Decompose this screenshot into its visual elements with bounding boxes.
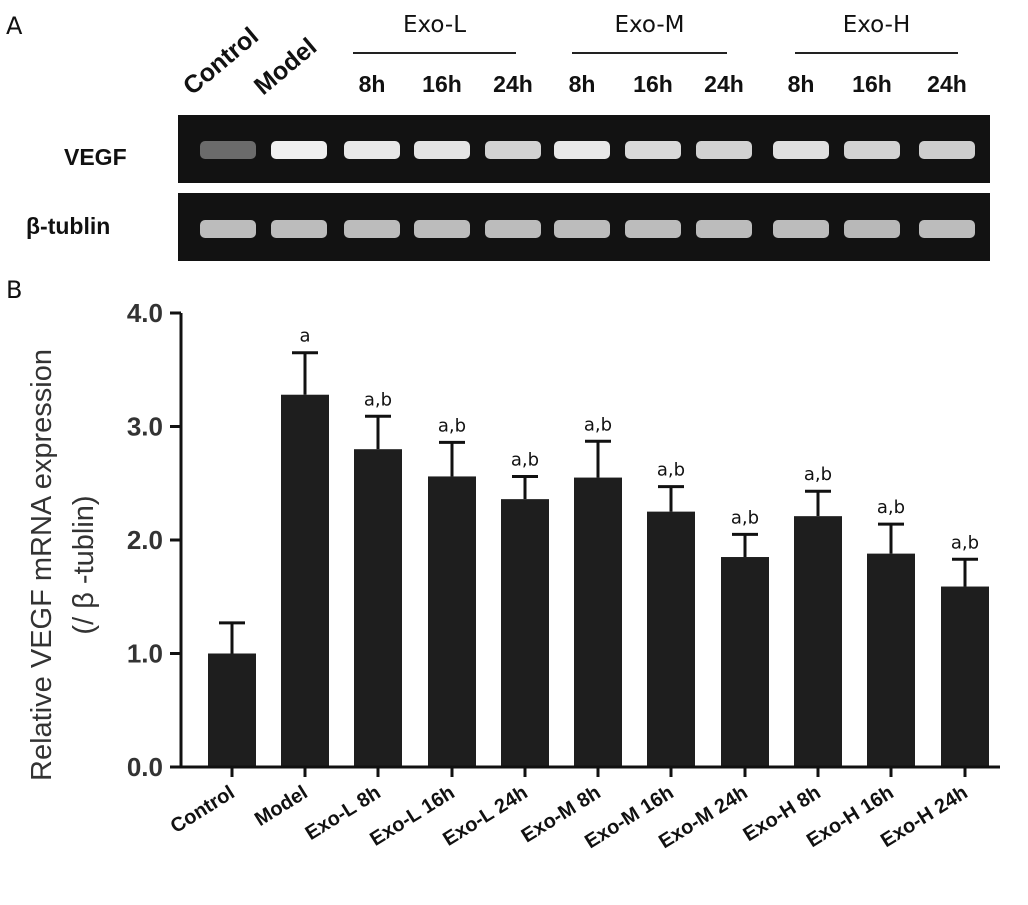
band-tubulin-6 xyxy=(625,220,681,238)
bar-6 xyxy=(647,511,695,767)
bars: a a,b a,b a,b a,b a,b a,b a,b a,b a,b xyxy=(208,326,989,767)
band-tubulin-4 xyxy=(485,220,541,238)
significance-label-5: a,b xyxy=(584,414,612,435)
group-label-2: Exo-H xyxy=(843,12,911,38)
band-tubulin-9 xyxy=(844,220,900,238)
significance-label-3: a,b xyxy=(438,415,466,436)
group-label-0: Exo-L xyxy=(403,12,466,38)
significance-label-10: a,b xyxy=(951,532,979,553)
lane-label-8: 8h xyxy=(788,71,815,97)
bar-3 xyxy=(428,476,476,767)
band-vegf-0 xyxy=(200,141,256,159)
lane-label-9: 16h xyxy=(852,71,892,97)
band-vegf-4 xyxy=(485,141,541,159)
y-axis-title-line1: Relative VEGF mRNA expression xyxy=(26,349,58,781)
band-vegf-10 xyxy=(919,141,975,159)
band-vegf-9 xyxy=(844,141,900,159)
lane-label-5: 8h xyxy=(569,71,596,97)
group-label-1: Exo-M xyxy=(614,12,684,38)
band-tubulin-3 xyxy=(414,220,470,238)
bar-4 xyxy=(501,499,549,767)
blot-bands xyxy=(200,141,975,238)
significance-label-8: a,b xyxy=(804,464,832,485)
significance-label-2: a,b xyxy=(364,389,392,410)
lane-label-0: Control xyxy=(178,22,264,101)
blot-row-label-tubulin: β-tublin xyxy=(26,213,110,239)
y-tick-label-3: 3.0 xyxy=(127,412,163,442)
band-tubulin-8 xyxy=(773,220,829,238)
bar-9 xyxy=(867,553,915,767)
panel-a-letter: A xyxy=(6,12,23,40)
band-vegf-5 xyxy=(554,141,610,159)
band-vegf-3 xyxy=(414,141,470,159)
y-axis: 0.0 1.0 2.0 3.0 4.0 xyxy=(127,298,183,782)
significance-label-6: a,b xyxy=(657,460,685,481)
y-tick-label-4: 4.0 xyxy=(127,298,163,328)
lane-label-4: 24h xyxy=(493,71,533,97)
y-tick-label-0: 0.0 xyxy=(127,752,163,782)
panel-b-letter: B xyxy=(6,276,22,304)
significance-label-1: a xyxy=(299,326,310,347)
blot-row-label-vegf: VEGF xyxy=(64,144,127,170)
lane-label-10: 24h xyxy=(927,71,967,97)
significance-label-9: a,b xyxy=(877,497,905,518)
band-tubulin-2 xyxy=(344,220,400,238)
bar-7 xyxy=(721,557,769,767)
band-vegf-8 xyxy=(773,141,829,159)
band-vegf-7 xyxy=(696,141,752,159)
significance-label-7: a,b xyxy=(731,507,759,528)
band-vegf-1 xyxy=(271,141,327,159)
band-tubulin-7 xyxy=(696,220,752,238)
y-tick-label-2: 2.0 xyxy=(127,525,163,555)
bar-10 xyxy=(941,586,989,767)
lane-label-3: 16h xyxy=(422,71,462,97)
band-tubulin-5 xyxy=(554,220,610,238)
y-tick-label-1: 1.0 xyxy=(127,639,163,669)
band-vegf-2 xyxy=(344,141,400,159)
band-tubulin-1 xyxy=(271,220,327,238)
significance-label-4: a,b xyxy=(511,449,539,470)
bar-0 xyxy=(208,653,256,767)
y-axis-title-line2: (/ β -tublin) xyxy=(68,495,100,634)
band-tubulin-10 xyxy=(919,220,975,238)
bar-1 xyxy=(281,394,329,767)
lane-label-7: 24h xyxy=(704,71,744,97)
bar-2 xyxy=(354,449,402,767)
x-tick-label-0: Control xyxy=(167,782,239,838)
bar-5 xyxy=(574,477,622,767)
band-vegf-6 xyxy=(625,141,681,159)
x-tick-label-1: Model xyxy=(251,782,312,831)
lane-label-6: 16h xyxy=(633,71,673,97)
lane-label-2: 8h xyxy=(359,71,386,97)
band-tubulin-0 xyxy=(200,220,256,238)
bar-8 xyxy=(794,516,842,767)
bar-chart: Relative VEGF mRNA expression (/ β -tubl… xyxy=(26,298,1000,853)
